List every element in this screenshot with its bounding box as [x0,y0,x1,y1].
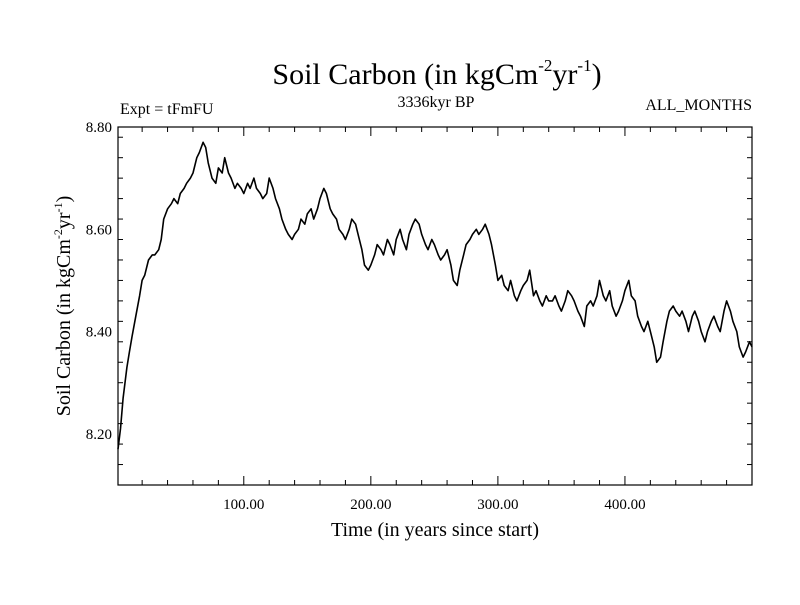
y-axis-label-mid: yr [53,212,75,229]
chart-title-main: Soil Carbon (in kgCm [272,58,538,91]
y-axis-label-end: ) [53,196,75,203]
x-tick-label: 300.00 [477,497,518,513]
y-tick-label: 8.40 [86,325,112,341]
y-axis-label-sup2: -1 [51,202,65,212]
chart-title-sup2: -1 [577,56,591,75]
axis-ticks [118,127,752,485]
chart-title-mid: yr [552,58,577,91]
y-tick-label: 8.60 [86,222,112,238]
chart-subtitle: 3336kyr BP [398,94,475,111]
y-axis-label-sup1: -2 [51,229,65,239]
x-axis-label: Time (in years since start) [331,519,539,541]
chart-title-sup1: -2 [538,56,552,75]
series-line [117,141,753,450]
tick-labels: 100.00 200.00 300.00 400.00 8.20 8.40 8.60 8.80 [86,120,646,513]
months-label: ALL_MONTHS [645,97,752,114]
y-tick-label: 8.80 [86,120,112,136]
x-tick-label: 200.00 [350,497,391,513]
plot-frame [117,126,753,486]
chart-title-end: ) [592,58,602,91]
y-tick-label: 8.20 [86,427,112,443]
y-axis-label: Soil Carbon (in kgCm-2yr-1) [51,196,75,417]
x-tick-label: 100.00 [223,497,264,513]
experiment-label: Expt = tFmFU [120,101,214,118]
chart-title: Soil Carbon (in kgCm-2yr-1) [272,56,601,91]
x-tick-label: 400.00 [604,497,645,513]
y-axis-label-main: Soil Carbon (in kgCm [53,239,75,417]
